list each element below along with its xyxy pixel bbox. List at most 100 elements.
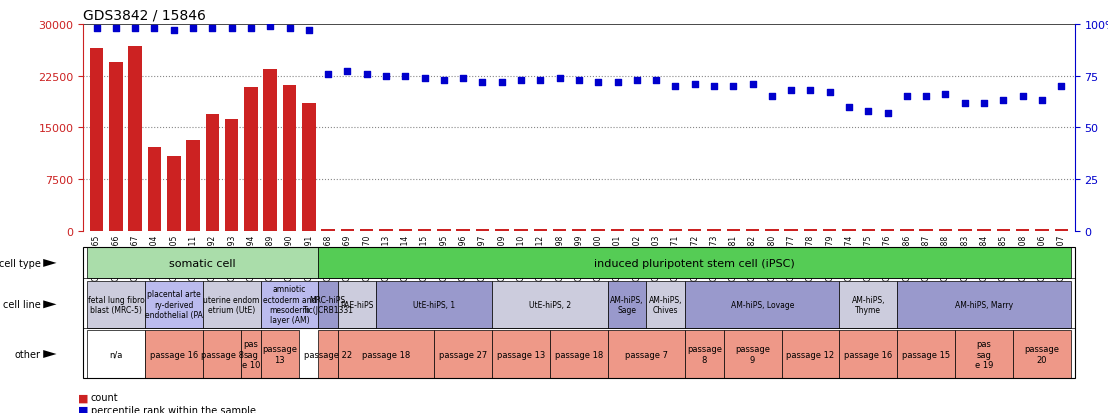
Point [358, 71, 376, 78]
Bar [225, 120, 238, 231]
Bar [514, 230, 527, 231]
Text: passage
13: passage 13 [263, 344, 297, 364]
Point [204, 26, 222, 32]
Text: somatic cell: somatic cell [170, 258, 236, 268]
Text: pas
sag
e 19: pas sag e 19 [975, 339, 993, 369]
Text: uterine endom
etrium (UtE): uterine endom etrium (UtE) [204, 295, 260, 314]
Point [917, 94, 935, 100]
Bar [996, 230, 1010, 231]
Text: passage 7: passage 7 [625, 350, 668, 358]
Bar [90, 49, 103, 231]
Bar [707, 230, 720, 231]
Text: percentile rank within the sample: percentile rank within the sample [91, 405, 256, 413]
Point [647, 77, 665, 84]
Text: AM-hiPS, Marry: AM-hiPS, Marry [955, 300, 1013, 309]
Text: passage 27: passage 27 [439, 350, 488, 358]
Text: passage
9: passage 9 [735, 344, 770, 364]
Bar [110, 63, 123, 231]
Point [763, 94, 781, 100]
Bar [360, 230, 373, 231]
Text: passage 16: passage 16 [150, 350, 198, 358]
Point [995, 98, 1013, 104]
Text: cell line: cell line [3, 299, 41, 310]
Bar [668, 230, 683, 231]
Bar [264, 69, 277, 231]
Text: AM-hiPS, Lovage: AM-hiPS, Lovage [730, 300, 794, 309]
Text: fetal lung fibro
blast (MRC-5): fetal lung fibro blast (MRC-5) [88, 295, 144, 314]
Text: passage 22: passage 22 [304, 350, 352, 358]
Bar [340, 230, 355, 231]
Bar [862, 230, 875, 231]
Point [416, 75, 433, 82]
Point [532, 77, 550, 84]
Bar [572, 230, 586, 231]
Point [1053, 83, 1070, 90]
Bar [977, 230, 991, 231]
Text: passage 13: passage 13 [496, 350, 545, 358]
Text: PAE-hiPS: PAE-hiPS [340, 300, 373, 309]
Bar [766, 230, 779, 231]
Point [840, 104, 858, 111]
Text: AM-hiPS,
Sage: AM-hiPS, Sage [611, 295, 644, 314]
Text: AM-hiPS,
Thyme: AM-hiPS, Thyme [852, 295, 885, 314]
Bar [688, 230, 701, 231]
Bar [630, 230, 644, 231]
Point [821, 90, 839, 96]
Text: ■: ■ [78, 392, 88, 402]
Text: passage 18: passage 18 [362, 350, 410, 358]
Point [223, 26, 240, 32]
Point [589, 79, 607, 86]
Text: other: other [16, 349, 41, 359]
Point [300, 28, 318, 34]
Point [242, 26, 259, 32]
Bar [456, 230, 470, 231]
Bar [746, 230, 759, 231]
Bar [186, 140, 199, 231]
Bar [129, 47, 142, 231]
Point [397, 73, 414, 80]
Text: amniotic
ectoderm and
mesoderm
layer (AM): amniotic ectoderm and mesoderm layer (AM… [263, 285, 316, 325]
Point [107, 26, 125, 32]
Bar [1035, 230, 1048, 231]
Text: GDS3842 / 15846: GDS3842 / 15846 [83, 8, 206, 22]
Bar [553, 230, 566, 231]
Bar [399, 230, 412, 231]
Point [1033, 98, 1050, 104]
Point [377, 73, 394, 80]
Bar [302, 104, 316, 231]
Bar [900, 230, 914, 231]
Text: passage
8: passage 8 [687, 344, 721, 364]
Point [184, 26, 202, 32]
Text: placental arte
ry-derived
endothelial (PA: placental arte ry-derived endothelial (P… [145, 290, 203, 319]
Bar [881, 230, 894, 231]
Point [473, 79, 491, 86]
Text: cell type: cell type [0, 258, 41, 268]
Bar [592, 230, 605, 231]
Text: UtE-hiPS, 1: UtE-hiPS, 1 [413, 300, 455, 309]
Polygon shape [43, 259, 57, 267]
Point [667, 83, 685, 90]
Bar [475, 230, 490, 231]
Point [280, 26, 298, 32]
Text: ■: ■ [78, 405, 88, 413]
Polygon shape [43, 350, 57, 358]
Point [956, 100, 974, 107]
Point [899, 94, 916, 100]
Text: passage 15: passage 15 [902, 350, 951, 358]
Point [126, 26, 144, 32]
Point [860, 108, 878, 115]
Text: n/a: n/a [110, 350, 123, 358]
Bar [920, 230, 933, 231]
Point [165, 28, 183, 34]
Bar [321, 230, 335, 231]
Point [512, 77, 530, 84]
Text: MRC-hiPS,
Tic(JCRB1331: MRC-hiPS, Tic(JCRB1331 [302, 295, 353, 314]
Bar [803, 230, 818, 231]
Polygon shape [43, 301, 57, 309]
Bar [1016, 230, 1029, 231]
Point [319, 71, 337, 78]
Text: AM-hiPS,
Chives: AM-hiPS, Chives [649, 295, 683, 314]
Point [725, 83, 742, 90]
Text: induced pluripotent stem cell (iPSC): induced pluripotent stem cell (iPSC) [594, 258, 796, 268]
Text: passage 12: passage 12 [787, 350, 834, 358]
